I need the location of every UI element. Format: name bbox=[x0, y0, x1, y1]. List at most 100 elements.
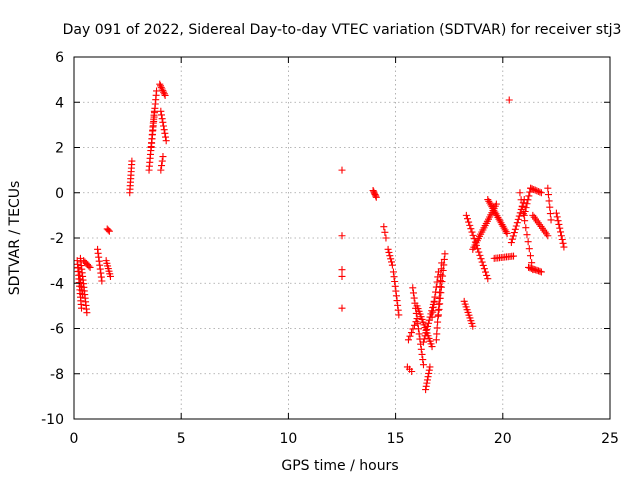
data-point bbox=[75, 267, 83, 275]
data-point bbox=[74, 263, 82, 271]
data-point bbox=[436, 277, 444, 285]
data-point bbox=[98, 277, 106, 285]
data-point bbox=[510, 229, 518, 237]
data-point bbox=[160, 122, 168, 130]
data-point bbox=[414, 325, 422, 333]
data-point bbox=[153, 87, 161, 95]
data-point bbox=[419, 338, 427, 346]
data-point bbox=[427, 310, 435, 318]
data-point bbox=[523, 200, 531, 208]
data-point bbox=[436, 283, 444, 291]
data-point bbox=[515, 212, 523, 220]
y-tick-label: -4 bbox=[50, 276, 64, 292]
data-point bbox=[415, 330, 423, 338]
y-tick-label: -2 bbox=[50, 231, 64, 247]
data-point bbox=[554, 217, 562, 225]
data-point bbox=[78, 287, 86, 295]
data-point bbox=[161, 129, 169, 137]
data-point bbox=[531, 186, 539, 194]
data-point bbox=[526, 252, 534, 260]
data-point bbox=[79, 291, 87, 299]
data-point bbox=[537, 189, 545, 197]
data-point bbox=[492, 200, 500, 208]
data-point bbox=[520, 211, 528, 219]
data-point bbox=[422, 386, 430, 394]
data-point bbox=[505, 96, 513, 104]
data-point bbox=[480, 265, 488, 273]
x-axis-label: GPS time / hours bbox=[281, 458, 398, 474]
data-point bbox=[106, 272, 114, 280]
x-tick-label: 5 bbox=[177, 431, 186, 447]
data-point bbox=[338, 232, 346, 240]
y-tick-label: 6 bbox=[55, 50, 64, 66]
data-point bbox=[463, 215, 471, 223]
data-point bbox=[421, 332, 429, 340]
data-point bbox=[434, 318, 442, 326]
data-point bbox=[518, 203, 526, 211]
data-point bbox=[546, 203, 554, 211]
data-point bbox=[76, 271, 84, 279]
data-point bbox=[408, 367, 416, 375]
data-point bbox=[509, 232, 517, 240]
data-point bbox=[158, 162, 166, 170]
data-point bbox=[422, 382, 430, 390]
data-point bbox=[544, 184, 552, 192]
data-point bbox=[423, 326, 431, 334]
data-point bbox=[428, 313, 436, 321]
data-point bbox=[424, 322, 432, 330]
data-point bbox=[409, 289, 417, 297]
data-point bbox=[503, 229, 511, 237]
data-point bbox=[437, 283, 445, 291]
data-point bbox=[475, 248, 483, 256]
data-point bbox=[429, 308, 437, 316]
data-point bbox=[544, 232, 552, 240]
data-point bbox=[511, 225, 519, 233]
data-point bbox=[157, 83, 165, 91]
data-point bbox=[555, 220, 563, 228]
data-point bbox=[392, 287, 400, 295]
data-point bbox=[338, 166, 346, 174]
data-point bbox=[387, 255, 395, 263]
data-point bbox=[388, 261, 396, 269]
data-point bbox=[392, 292, 400, 300]
data-point bbox=[386, 252, 394, 260]
data-point bbox=[522, 224, 530, 232]
data-point bbox=[418, 350, 426, 358]
data-point bbox=[407, 329, 415, 337]
data-point bbox=[159, 153, 167, 161]
data-point bbox=[432, 336, 440, 344]
data-point bbox=[479, 261, 487, 269]
data-point bbox=[476, 251, 484, 259]
data-point bbox=[545, 197, 553, 205]
data-point bbox=[162, 137, 170, 145]
data-point bbox=[433, 330, 441, 338]
data-point bbox=[390, 273, 398, 281]
data-point bbox=[466, 221, 474, 229]
data-point bbox=[422, 329, 430, 337]
data-point bbox=[104, 226, 112, 234]
data-point bbox=[439, 272, 447, 280]
data-point bbox=[388, 258, 396, 266]
data-point bbox=[384, 245, 392, 253]
data-point bbox=[465, 218, 473, 226]
data-point bbox=[527, 184, 535, 192]
data-point bbox=[338, 266, 346, 274]
data-point bbox=[508, 235, 516, 243]
data-point bbox=[158, 111, 166, 119]
data-point bbox=[537, 268, 545, 276]
data-point bbox=[426, 363, 434, 371]
data-point bbox=[160, 126, 168, 134]
x-tick-label: 0 bbox=[70, 431, 79, 447]
data-point bbox=[440, 255, 448, 263]
data-point bbox=[560, 243, 568, 251]
data-point bbox=[424, 373, 432, 381]
y-tick-label: 2 bbox=[55, 141, 64, 157]
data-point bbox=[158, 115, 166, 123]
x-tick-label: 20 bbox=[494, 431, 512, 447]
y-axis-label: SDTVAR / TECUs bbox=[7, 181, 23, 296]
data-point bbox=[462, 211, 470, 219]
data-point bbox=[425, 366, 433, 374]
data-point bbox=[552, 209, 560, 217]
data-point bbox=[160, 88, 168, 96]
